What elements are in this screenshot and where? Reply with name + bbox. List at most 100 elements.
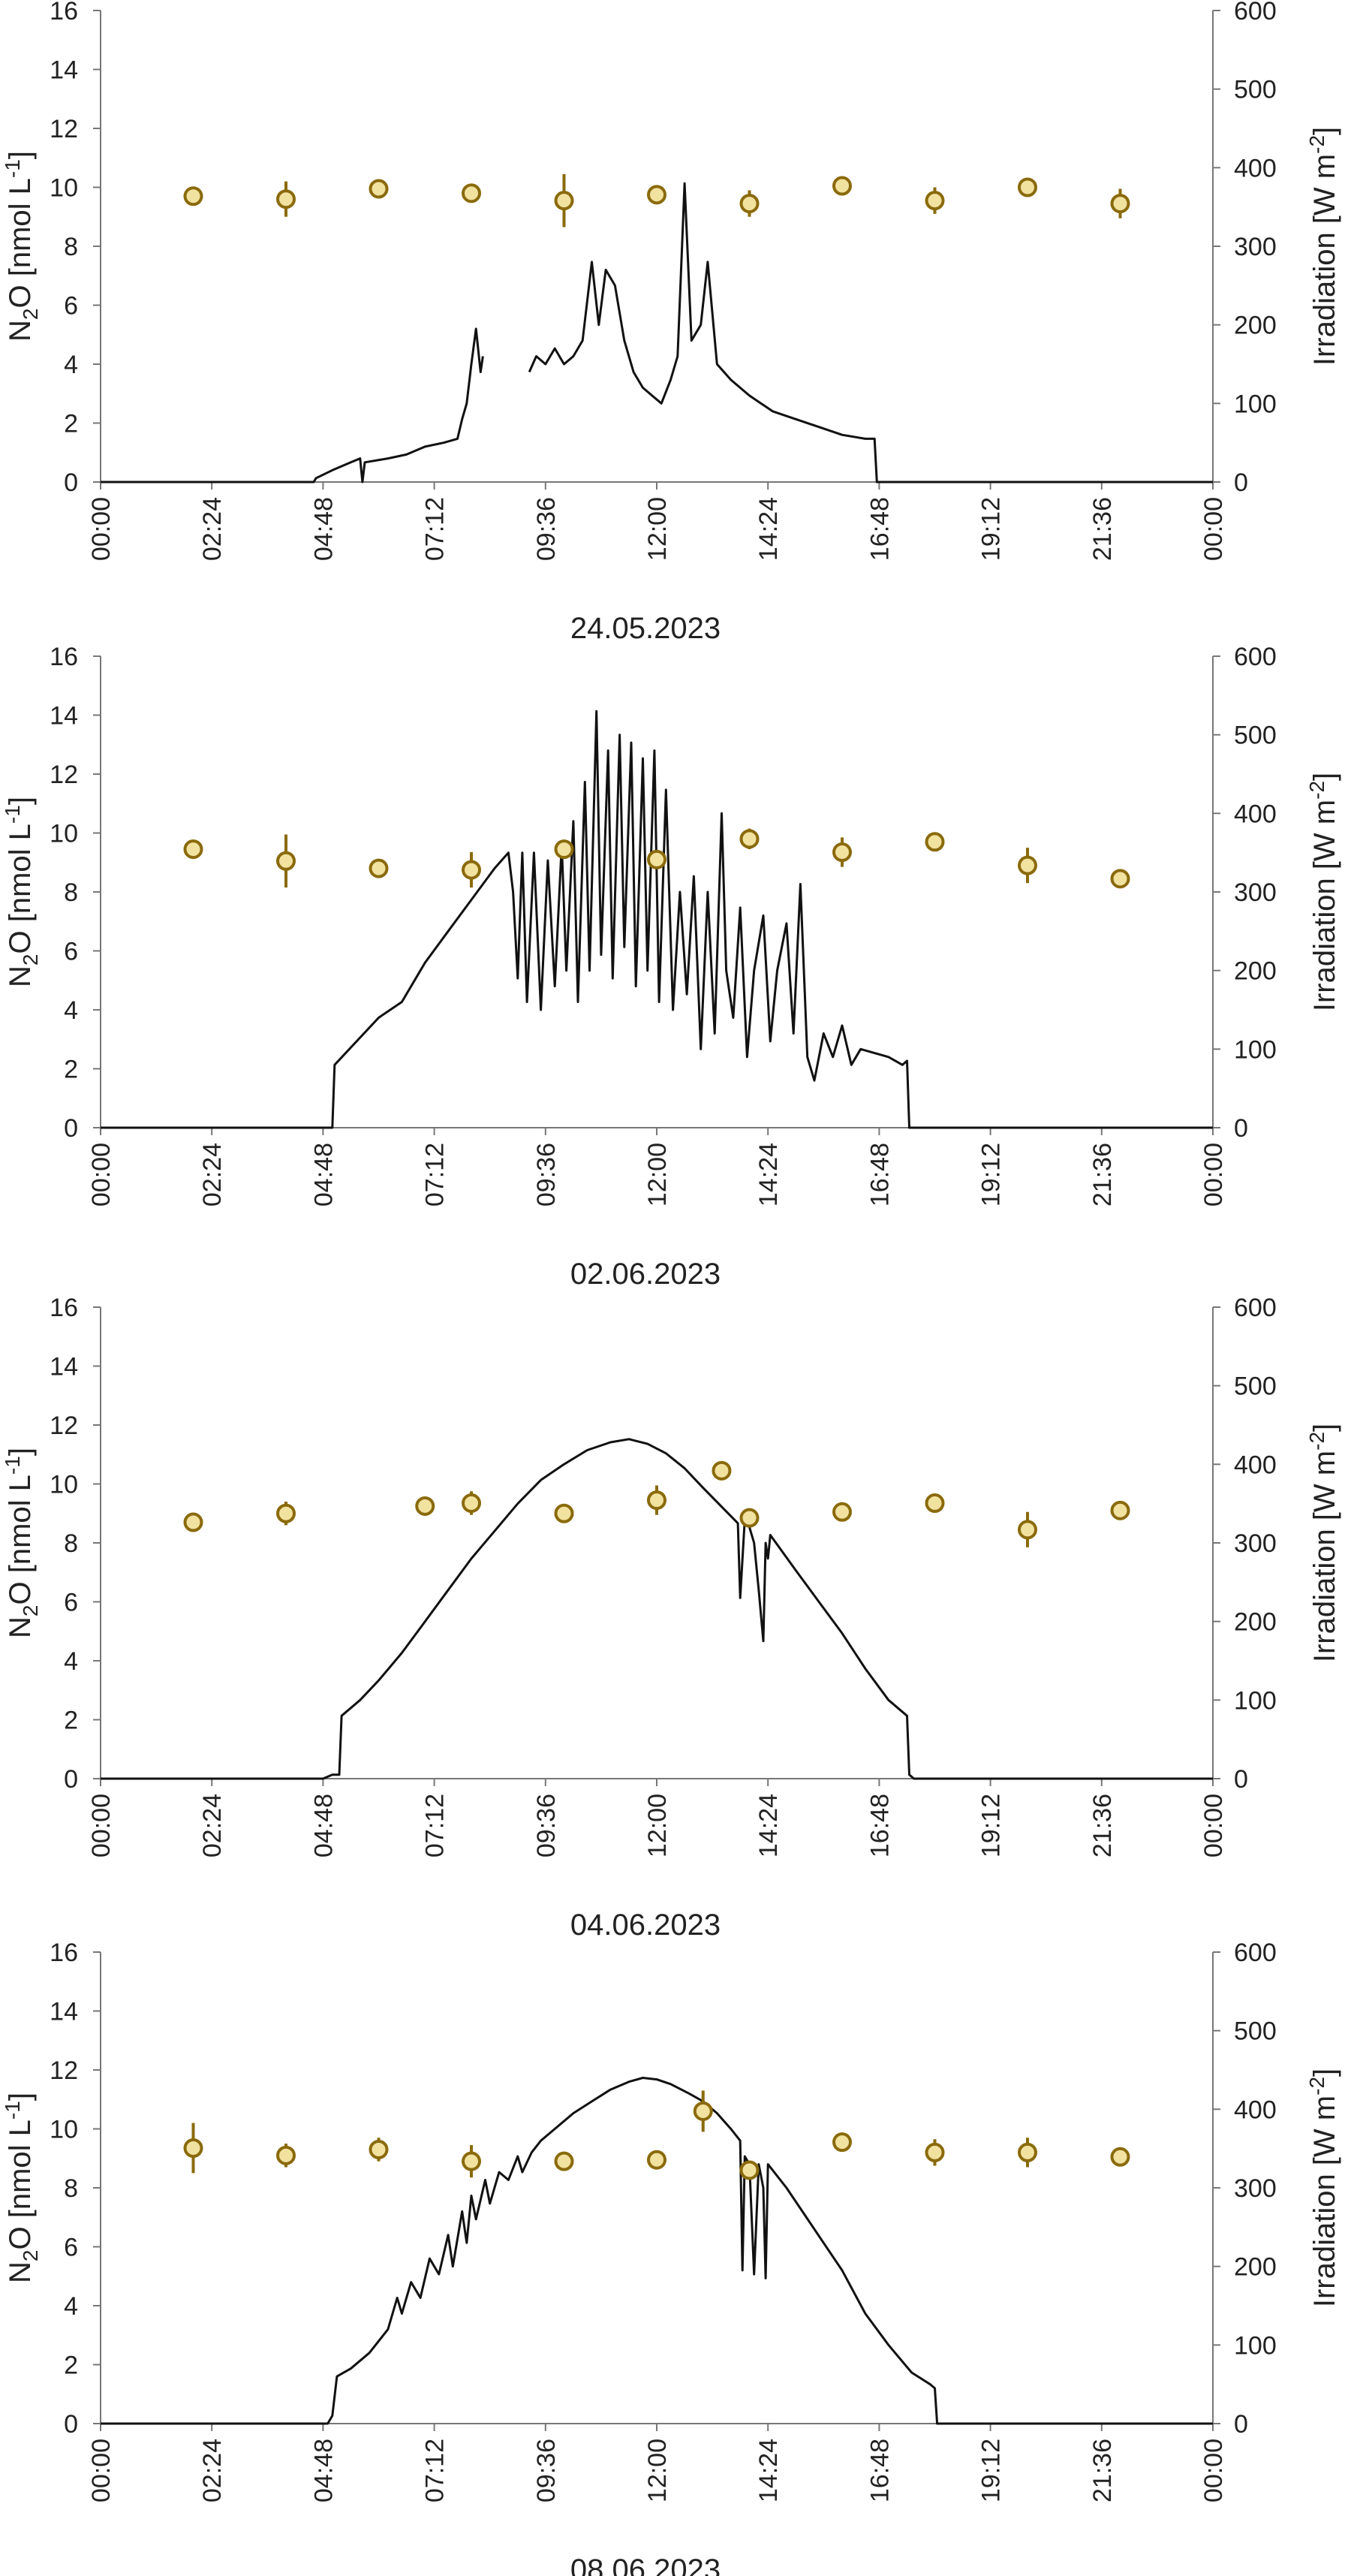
left-tick-label: 10 bbox=[50, 2116, 78, 2144]
x-tick-label: 19:12 bbox=[977, 2439, 1006, 2502]
chart-panel-2: 0 2 4 6 8 10 12 14 16 0 100 200 300 400 500 600 00:00 02:… bbox=[1, 643, 1341, 1291]
x-tick-label: 21:36 bbox=[1088, 2439, 1117, 2502]
irradiation-line bbox=[101, 2077, 1213, 2425]
left-tick-label: 6 bbox=[64, 1589, 78, 1617]
chart-panel-1: 0 2 4 6 8 10 12 14 16 0 100 200 300 400 500 600 00:00 02:… bbox=[1, 0, 1341, 645]
left-tick-label: 0 bbox=[64, 1114, 78, 1143]
n2o-data-point bbox=[462, 860, 481, 880]
n2o-data-point bbox=[1110, 1500, 1130, 1520]
left-tick-label: 4 bbox=[64, 1647, 78, 1676]
x-tick-label: 19:12 bbox=[977, 1794, 1006, 1857]
n2o-data-point bbox=[693, 2101, 713, 2121]
n2o-data-point bbox=[925, 191, 945, 211]
n2o-data-point bbox=[276, 189, 296, 209]
x-tick-label: 00:00 bbox=[1199, 1143, 1228, 1207]
x-tick-label: 09:36 bbox=[532, 2439, 561, 2502]
x-tick-label: 21:36 bbox=[1088, 1794, 1117, 1857]
n2o-data-point bbox=[462, 2151, 481, 2171]
x-tick-label: 07:12 bbox=[421, 1143, 450, 1207]
right-tick-label: 400 bbox=[1234, 154, 1277, 182]
n2o-data-point bbox=[739, 829, 760, 849]
right-tick-label: 500 bbox=[1234, 1372, 1277, 1401]
left-tick-label: 6 bbox=[64, 292, 78, 321]
x-tick-label: 14:24 bbox=[754, 497, 783, 561]
n2o-data-point bbox=[647, 2150, 666, 2170]
n2o-data-point bbox=[1018, 1520, 1037, 1540]
right-tick-label: 600 bbox=[1234, 1294, 1277, 1322]
n2o-data-point bbox=[276, 2145, 296, 2165]
left-tick-label: 14 bbox=[50, 56, 78, 85]
chart-panel-4: 0 2 4 6 8 10 12 14 16 0 100 200 300 400 500 600 00:00 02:… bbox=[1, 1939, 1341, 2576]
right-axis-title: Irradiation [W m-2] bbox=[1305, 2068, 1341, 2307]
x-tick-label: 12:00 bbox=[643, 1794, 672, 1857]
n2o-data-point bbox=[832, 176, 852, 196]
left-tick-label: 16 bbox=[50, 1939, 78, 1967]
right-tick-label: 600 bbox=[1234, 1939, 1277, 1967]
left-tick-label: 0 bbox=[64, 2410, 78, 2439]
right-tick-label: 500 bbox=[1234, 76, 1277, 104]
n2o-data-point bbox=[554, 2151, 574, 2171]
n2o-data-point bbox=[739, 194, 760, 214]
left-tick-label: 10 bbox=[50, 1471, 78, 1499]
date-label: 24.05.2023 bbox=[570, 612, 721, 645]
left-axis-title: N2O [nmol L-1] bbox=[1, 2092, 42, 2283]
n2o-data-point bbox=[554, 839, 574, 860]
n2o-data-point bbox=[925, 2142, 945, 2162]
x-tick-label: 12:00 bbox=[643, 497, 672, 561]
n2o-data-point bbox=[183, 186, 203, 206]
x-tick-label: 00:00 bbox=[1199, 2439, 1228, 2502]
n2o-data-point bbox=[925, 1493, 945, 1514]
n2o-data-point bbox=[462, 1493, 481, 1514]
n2o-data-point bbox=[1110, 2147, 1130, 2167]
n2o-data-point bbox=[647, 185, 666, 205]
right-tick-label: 300 bbox=[1234, 2174, 1277, 2203]
x-tick-label: 04:48 bbox=[309, 1794, 338, 1857]
left-tick-label: 8 bbox=[64, 1529, 78, 1558]
right-tick-label: 0 bbox=[1234, 1765, 1248, 1794]
n2o-data-point bbox=[415, 1496, 435, 1516]
left-tick-label: 14 bbox=[50, 1353, 78, 1381]
left-tick-label: 8 bbox=[64, 2174, 78, 2203]
x-tick-label: 00:00 bbox=[1199, 1794, 1228, 1857]
right-tick-label: 400 bbox=[1234, 800, 1277, 828]
n2o-data-point bbox=[183, 2138, 203, 2159]
x-tick-label: 16:48 bbox=[865, 497, 894, 561]
left-tick-label: 8 bbox=[64, 878, 78, 907]
right-tick-label: 600 bbox=[1234, 0, 1277, 26]
n2o-data-point bbox=[647, 1490, 666, 1511]
x-tick-label: 00:00 bbox=[87, 497, 116, 561]
left-tick-label: 12 bbox=[50, 115, 78, 143]
irradiation-line bbox=[101, 1438, 1213, 1780]
left-tick-label: 6 bbox=[64, 938, 78, 966]
left-tick-label: 8 bbox=[64, 233, 78, 261]
n2o-data-point bbox=[832, 842, 852, 863]
x-tick-label: 07:12 bbox=[421, 1794, 450, 1857]
n2o-data-point bbox=[462, 183, 481, 203]
right-tick-label: 200 bbox=[1234, 2253, 1277, 2282]
n2o-data-point bbox=[369, 179, 389, 199]
left-tick-label: 14 bbox=[50, 702, 78, 731]
n2o-data-point bbox=[925, 832, 945, 852]
right-axis-title: Irradiation [W m-2] bbox=[1305, 773, 1341, 1011]
x-tick-label: 16:48 bbox=[865, 1143, 894, 1207]
n2o-data-point bbox=[1110, 194, 1130, 214]
x-tick-label: 04:48 bbox=[309, 497, 338, 561]
x-tick-label: 09:36 bbox=[532, 1794, 561, 1857]
n2o-data-point bbox=[369, 2139, 389, 2159]
n2o-data-point bbox=[183, 1512, 203, 1532]
right-tick-label: 100 bbox=[1234, 390, 1277, 418]
x-tick-label: 02:24 bbox=[198, 2439, 227, 2502]
left-tick-label: 16 bbox=[50, 1294, 78, 1322]
x-tick-label: 14:24 bbox=[754, 1794, 783, 1857]
right-tick-label: 300 bbox=[1234, 233, 1277, 261]
n2o-data-point bbox=[832, 2132, 852, 2153]
right-tick-label: 500 bbox=[1234, 2017, 1277, 2046]
left-tick-label: 14 bbox=[50, 1998, 78, 2026]
right-axis-title: Irradiation [W m-2] bbox=[1305, 1424, 1341, 1662]
right-tick-label: 0 bbox=[1234, 2410, 1248, 2439]
date-label: 04.06.2023 bbox=[570, 1909, 721, 1942]
x-tick-label: 16:48 bbox=[865, 2439, 894, 2502]
x-tick-label: 14:24 bbox=[754, 2439, 783, 2502]
